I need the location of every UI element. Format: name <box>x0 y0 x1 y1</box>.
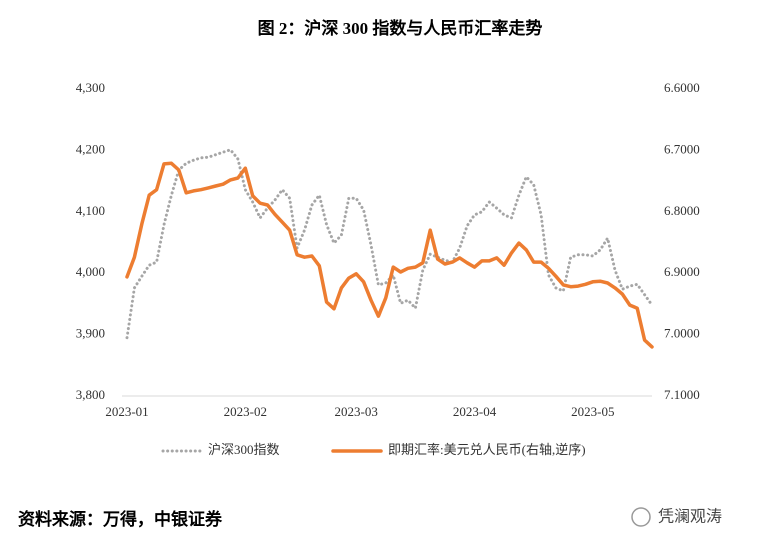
legend-label: 即期汇率:美元兑人民币(右轴,逆序) <box>388 442 586 457</box>
x-tick-label: 2023-05 <box>571 404 614 419</box>
y-tick-label: 4,200 <box>76 141 105 156</box>
y2-tick-label: 7.0000 <box>664 326 700 341</box>
y-tick-label: 3,900 <box>76 326 105 341</box>
source-note: 资料来源：万得，中银证券 <box>18 509 223 529</box>
y-tick-label: 4,300 <box>76 80 105 95</box>
y2-tick-label: 6.6000 <box>664 80 700 95</box>
y2-tick-label: 6.9000 <box>664 264 700 279</box>
x-tick-label: 2023-02 <box>224 404 267 419</box>
x-tick-label: 2023-03 <box>335 404 378 419</box>
x-tick-label: 2023-01 <box>105 404 148 419</box>
chart-title: 图 2：沪深 300 指数与人民币汇率走势 <box>258 18 543 38</box>
x-tick-label: 2023-04 <box>453 404 497 419</box>
watermark-icon <box>631 507 651 527</box>
series-line <box>125 148 654 340</box>
y-tick-label: 4,100 <box>76 203 105 218</box>
y2-tick-label: 6.8000 <box>664 203 700 218</box>
y2-tick-label: 6.7000 <box>664 141 700 156</box>
series-line <box>125 161 654 349</box>
legend-label: 沪深300指数 <box>208 442 280 457</box>
y2-tick-label: 7.1000 <box>664 387 700 402</box>
y-tick-label: 3,800 <box>76 387 105 402</box>
y-tick-label: 4,000 <box>76 264 105 279</box>
watermark: 凭澜观涛 <box>658 508 722 526</box>
